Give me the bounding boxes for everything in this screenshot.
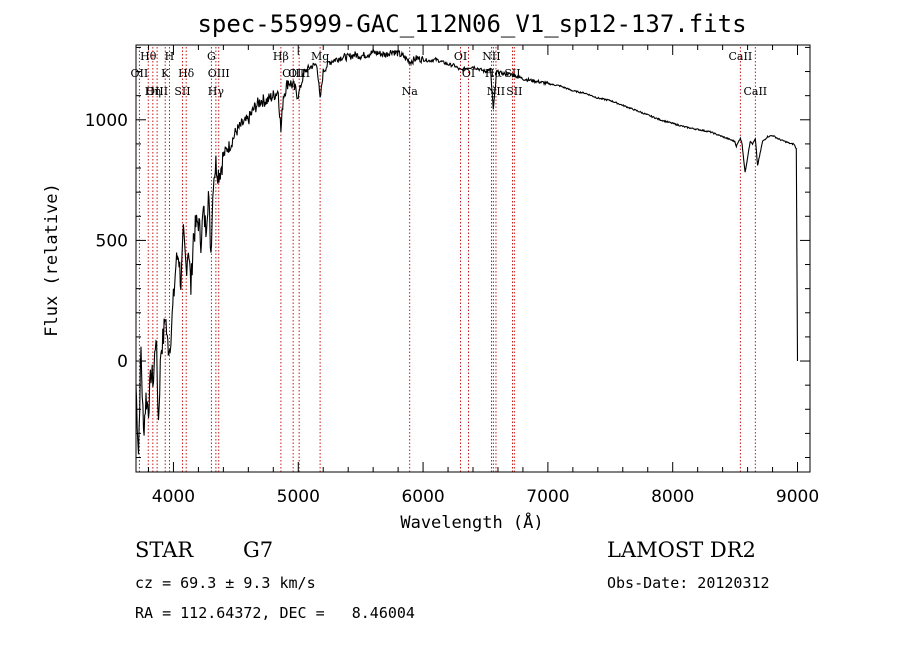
marker-label-13: OIII: [288, 67, 310, 80]
x-tick-label-8000: 8000: [651, 487, 694, 507]
y-tick-label-500: 500: [96, 231, 128, 251]
marker-label-24: CaII: [743, 85, 767, 98]
marker-label-5: K: [161, 67, 170, 80]
marker-label-1: OII: [131, 67, 149, 80]
marker-label-6: Hδ: [178, 67, 195, 80]
marker-label-2: OIII: [146, 85, 168, 98]
x-tick-label-9000: 9000: [776, 487, 819, 507]
redshift-text: cz = 69.3 ± 9.3 km/s: [135, 574, 316, 592]
marker-label-18: NII: [482, 50, 500, 63]
x-tick-label-5000: 5000: [277, 487, 320, 507]
chart-title: spec-55999-GAC_112N06_V1_sp12-137.fits: [197, 10, 746, 38]
marker-label-22: SII: [506, 85, 522, 98]
marker-label-23: CaII: [729, 50, 753, 63]
coordinates-text: RA = 112.64372, DEC = 8.46004: [135, 604, 415, 622]
y-tick-label-1000: 1000: [85, 111, 128, 131]
marker-label-16: OI: [454, 50, 467, 63]
x-tick-label-6000: 6000: [401, 487, 444, 507]
x-axis: 4000 5000 6000 7000 8000 9000: [147, 45, 819, 507]
object-class: STAR: [135, 538, 194, 562]
subclass: G7: [243, 538, 274, 562]
marker-label-12: OIII: [282, 67, 304, 80]
x-tick-label-4000: 4000: [152, 487, 195, 507]
plot-frame: [135, 44, 811, 473]
y-axis: 0 500 1000: [85, 46, 810, 459]
y-axis-label: Flux (relative): [42, 183, 62, 337]
marker-label-0: Hθ: [140, 50, 157, 63]
marker-label-15: Na: [402, 85, 419, 98]
x-axis-label: Wavelength (Å): [400, 511, 543, 533]
marker-label-11: Hβ: [273, 50, 289, 63]
survey-label: LAMOST DR2: [607, 538, 756, 562]
marker-label-7: SII: [174, 85, 190, 98]
marker-label-8: G: [207, 50, 216, 63]
series-line-spectrum: [135, 47, 799, 455]
marker-label-9: OIII: [208, 67, 230, 80]
marker-label-3: Hη: [145, 85, 161, 98]
obs-date: Obs-Date: 20120312: [607, 574, 770, 592]
x-tick-label-7000: 7000: [526, 487, 569, 507]
y-tick-label-0: 0: [117, 352, 128, 372]
marker-label-4: H: [165, 50, 175, 63]
marker-label-14: Mg: [311, 50, 329, 63]
marker-label-10: Hγ: [208, 85, 225, 98]
